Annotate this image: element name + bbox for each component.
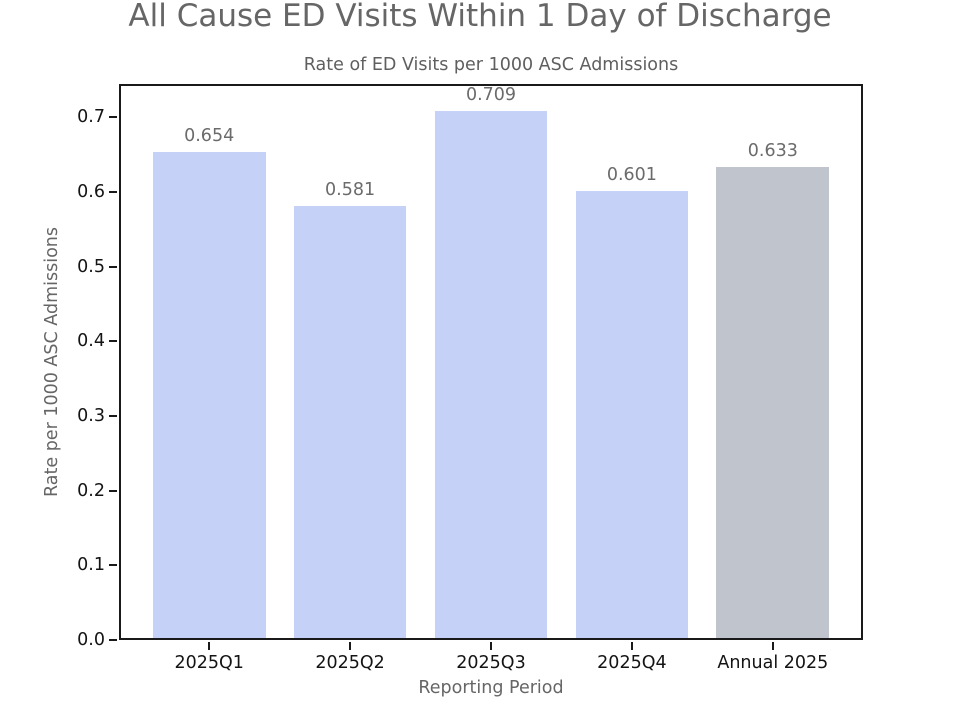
y-tick-label: 0.7: [77, 107, 105, 128]
x-tick-mark: [490, 642, 492, 650]
y-tick-mark: [109, 564, 117, 567]
y-tick-mark: [109, 414, 117, 417]
bar-value-label: 0.581: [325, 180, 376, 201]
x-tick-mark: [771, 642, 774, 650]
bar-annual-2025: [716, 167, 830, 640]
bar-value-label: 0.654: [184, 125, 235, 146]
x-tick-label: 2025Q4: [597, 653, 667, 673]
x-tick-mark: [349, 642, 352, 650]
bar-2025q1: [152, 151, 266, 640]
x-tick-mark: [208, 642, 211, 650]
bar-value-label: 0.633: [747, 141, 798, 162]
plot-area: 0.0 0.1 0.2 0.3 0.4 0.5 0.6 0.7 0.654 2025Q1 0.581…: [77, 84, 863, 673]
x-tick-label: 2025Q3: [456, 653, 526, 673]
x-tick-mark: [630, 642, 633, 650]
y-tick-mark: [109, 116, 117, 119]
x-axis-label: Reporting Period: [418, 678, 564, 698]
bar-2025q3: [434, 110, 548, 640]
axes-subtitle: Rate of ED Visits per 1000 ASC Admission…: [303, 55, 679, 75]
y-tick-label: 0.3: [77, 405, 105, 426]
y-tick-label: 0.0: [77, 630, 105, 650]
x-tick-label: 2025Q2: [315, 653, 385, 673]
y-tick-mark: [109, 340, 117, 343]
bar-2025q4: [575, 191, 689, 640]
y-tick-mark: [109, 190, 117, 193]
y-tick-mark: [109, 265, 117, 268]
y-tick-label: 0.2: [77, 480, 105, 501]
y-axis-label: Rate per 1000 ASC Admissions: [42, 227, 62, 497]
bar-value-label: 0.709: [465, 84, 517, 105]
y-tick-label: 0.6: [77, 181, 105, 202]
chart-title: All Cause ED Visits Within 1 Day of Disc…: [128, 0, 832, 34]
y-tick-label: 0.4: [77, 331, 105, 352]
x-tick-label: 2025Q1: [174, 653, 244, 673]
bar-2025q2: [293, 206, 407, 640]
y-tick-label: 0.5: [77, 256, 105, 277]
bar-value-label: 0.601: [606, 165, 657, 186]
x-tick-label: Annual 2025: [717, 653, 829, 673]
y-tick-mark: [109, 639, 117, 641]
y-tick-mark: [109, 489, 117, 492]
y-tick-label: 0.1: [77, 555, 105, 576]
